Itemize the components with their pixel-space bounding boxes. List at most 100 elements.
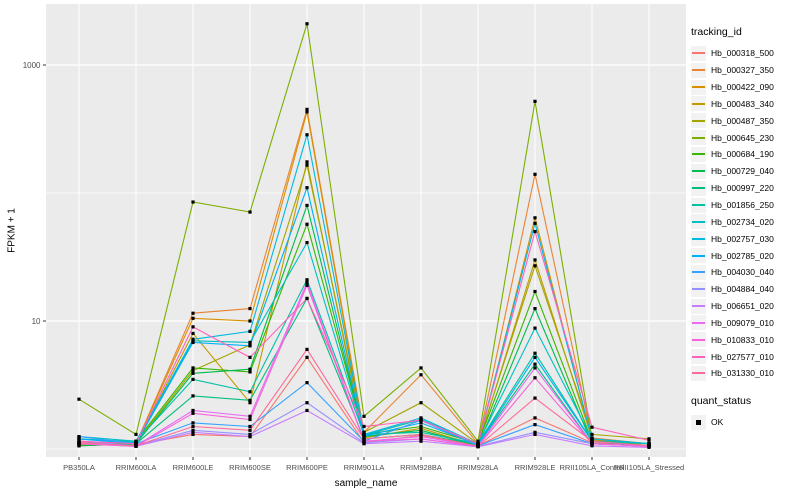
legend-title-quant-status: quant_status [691,394,752,407]
data-point [647,442,651,446]
legend-color-swatch [691,281,706,297]
data-point [248,210,252,214]
legend-entry: Hb_002785_020 [691,247,799,264]
data-points [77,22,651,449]
x-tick-label: RRIM928LA [458,463,499,472]
data-point [362,430,366,434]
data-point [248,434,252,439]
legend-entry: Hb_009079_010 [691,315,799,332]
legend-line-icon [692,220,705,223]
data-point [248,401,252,405]
legend-color-swatch [691,298,706,314]
legend: tracking_id Hb_000318_500 Hb_000327_350 Hb… [691,26,799,431]
data-point [419,401,423,405]
data-point [191,377,195,381]
data-point [305,107,309,111]
data-point [191,316,195,320]
data-point [362,434,366,438]
data-point [533,396,537,400]
data-point [248,398,252,402]
data-point [191,325,195,329]
legend-color-swatch [691,113,706,129]
data-point [419,421,423,425]
data-point [248,370,252,374]
data-point [419,366,423,370]
data-point [533,216,537,220]
data-point [191,408,195,413]
data-point [248,319,252,323]
data-point [476,444,480,448]
data-point [533,289,537,294]
legend-entry-ok: OK [691,414,799,431]
y-tick-label: 1000 [23,61,41,70]
data-point [647,438,651,442]
legend-color-swatch [691,197,706,213]
data-point [362,442,366,446]
legend-color-swatch [691,62,706,78]
data-point [590,439,594,443]
legend-color-swatch [691,264,706,280]
data-point [305,222,309,226]
data-point [305,280,309,285]
data-point [77,397,81,401]
legend-line-icon [692,321,705,324]
legend-entry-label: Hb_000483_340 [711,98,774,109]
legend-line-icon [692,271,705,274]
data-point [533,221,537,225]
legend-color-swatch [691,96,706,112]
data-point [191,371,195,375]
data-point [362,432,366,437]
data-point [191,337,195,341]
data-point [533,432,537,437]
x-tick-label: RRIM600LA [116,463,157,472]
legend-color-swatch [691,79,706,95]
data-point [77,437,81,441]
legend-color-swatch [691,332,706,348]
legend-line-icon [692,170,705,173]
data-point [134,444,138,448]
data-point [305,278,309,282]
legend-line-icon [692,204,705,207]
data-point [362,414,366,418]
legend-entry-label: Hb_000684_190 [711,149,774,160]
data-point [533,172,537,176]
legend-line-icon [692,254,705,257]
data-point [362,424,366,429]
legend-entry-label: Hb_000729_040 [711,166,774,177]
axes: 1000 10 PB350LA RRIM600LA RRIM600LE RRIM600SE… [23,61,685,472]
data-point [77,434,81,439]
legend-color-swatch [691,163,706,179]
legend-line-icon [692,153,705,156]
data-point [134,432,138,437]
data-point [419,373,423,377]
gridlines [46,4,686,457]
legend-entry-label: Hb_010833_010 [711,334,774,345]
legend-line-icon [692,119,705,122]
legend-entry: Hb_000729_040 [691,163,799,180]
legend-line-icon [692,237,705,240]
data-point [533,351,537,355]
legend-line-icon [692,372,705,375]
data-point [533,362,537,366]
data-point [590,444,594,448]
legend-entry-label: Hb_002785_020 [711,250,774,261]
data-point [134,442,138,446]
data-point [590,437,594,441]
data-point [191,424,195,429]
legend-title-tracking-id: tracking_id [691,26,742,38]
data-point [248,417,252,422]
data-point [533,306,537,311]
data-point [191,331,195,336]
data-point [248,329,252,333]
data-point [590,442,594,446]
data-point [248,414,252,418]
data-point [248,428,252,432]
data-point [419,424,423,429]
data-point [419,437,423,441]
data-point [419,426,423,430]
data-point [248,306,252,311]
legend-entry: Hb_002734_020 [691,213,799,230]
x-tick-label: RRII105LA_Control [559,463,624,472]
data-point [362,437,366,441]
